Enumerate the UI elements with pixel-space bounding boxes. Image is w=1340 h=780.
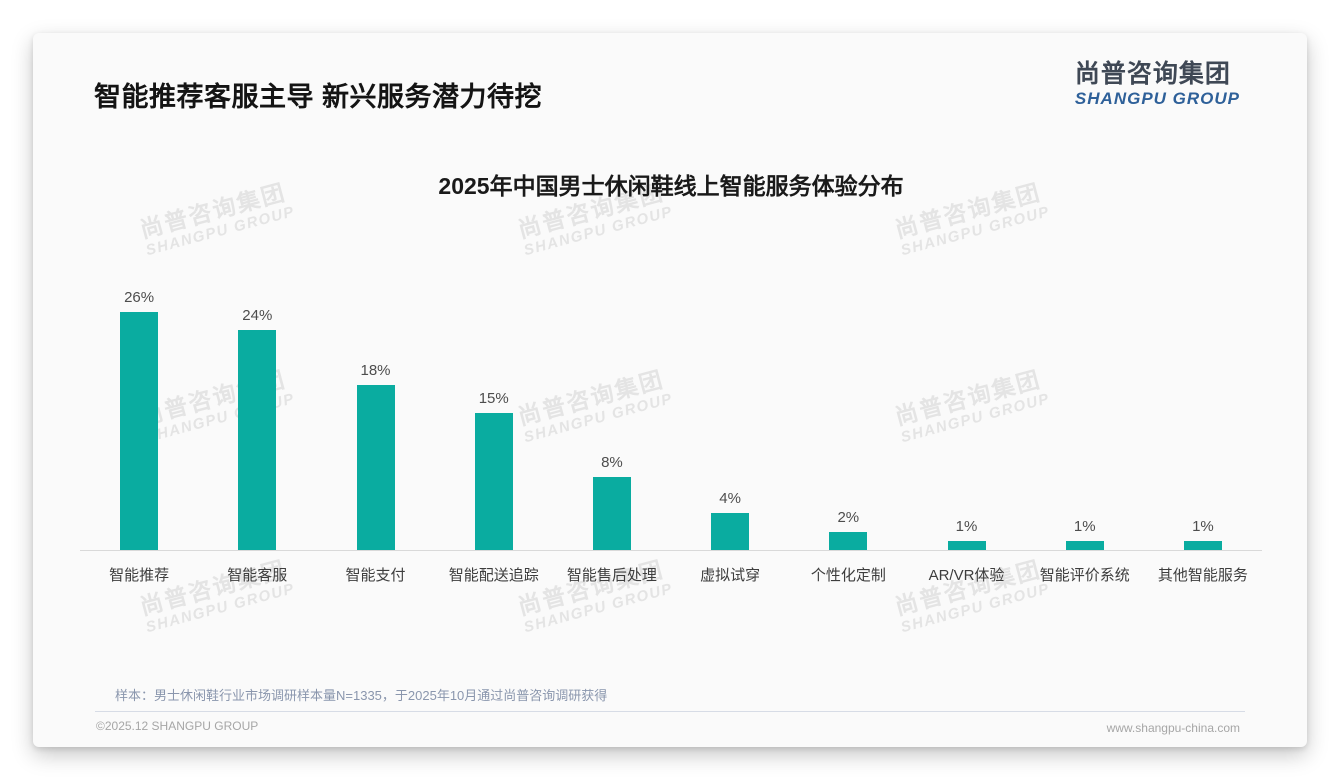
bar (1065, 541, 1104, 550)
bar-column: 8% (553, 454, 671, 550)
bar-value-label: 8% (601, 454, 623, 471)
bar-column: 26% (80, 289, 198, 550)
labels-row: 智能推荐 智能客服 智能支付 智能配送追踪 智能售后处理 虚拟试穿 个性化定制 AR/VR体验… (80, 551, 1262, 585)
watermark-en-text: SHANGPU GROUP (899, 580, 1052, 637)
bar (238, 330, 277, 550)
logo-cn-text: 尚普咨询集团 (1074, 60, 1231, 88)
bar-value-label: 24% (242, 307, 273, 324)
bar (947, 541, 986, 550)
watermark-en-text: SHANGPU GROUP (144, 580, 297, 637)
bar-value-label: 1% (1192, 518, 1214, 535)
bars-row: 26% 24% 18% 15% 8% 4% 2% 1% 1% 1% (80, 215, 1262, 551)
bar (829, 532, 868, 550)
category-label: 个性化定制 (810, 567, 886, 584)
bar-column: 1% (1026, 518, 1144, 550)
bar-column: 1% (1144, 518, 1262, 550)
chart-title: 2025年中国男士休闲鞋线上智能服务体验分布 (438, 173, 904, 199)
bar (474, 413, 513, 550)
bar-value-label: 2% (837, 509, 860, 526)
category-label: 智能配送追踪 (448, 567, 539, 584)
category-label: 虚拟试穿 (700, 567, 761, 584)
bar (592, 477, 631, 550)
bar-column: 2% (789, 509, 907, 550)
bar-value-label: 1% (1073, 518, 1096, 535)
bar-value-label: 18% (360, 362, 391, 379)
category-label: 智能支付 (345, 567, 406, 584)
bar-column: 18% (316, 362, 434, 550)
category-label: AR/VR体验 (928, 567, 1005, 584)
category-label: 智能推荐 (109, 567, 170, 584)
category-label: 智能售后处理 (566, 567, 657, 584)
bar-value-label: 1% (955, 518, 978, 535)
bar-value-label: 4% (719, 490, 741, 507)
category-label: 智能评价系统 (1039, 567, 1130, 584)
company-logo: 尚普咨询集团 SHANGPU GROUP (1074, 60, 1240, 109)
footer-divider (95, 711, 1245, 712)
bar (711, 513, 750, 550)
bar (120, 312, 159, 550)
slide-card: 尚普咨询集团 SHANGPU GROUP 尚普咨询集团 SHANGPU GROU… (33, 33, 1307, 747)
watermark-en-text: SHANGPU GROUP (522, 580, 675, 637)
sample-note: 样本：男士休闲鞋行业市场调研样本量N=1335，于2025年10月通过尚普咨询调… (115, 688, 608, 703)
slide-title: 智能推荐客服主导 新兴服务潜力待挖 (94, 82, 543, 112)
bar-column: 15% (435, 390, 553, 550)
bar-chart: 2025年中国男士休闲鞋线上智能服务体验分布 26% 24% 18% 15% 8% 4% 2… (80, 169, 1262, 585)
category-label: 其他智能服务 (1157, 567, 1248, 584)
bar-value-label: 26% (124, 289, 155, 306)
bar-column: 1% (907, 518, 1025, 550)
bar-column: 4% (671, 490, 789, 550)
bar (356, 385, 395, 550)
logo-en-text: SHANGPU GROUP (1074, 88, 1240, 108)
website-text: www.shangpu-china.com (1106, 721, 1240, 735)
category-label: 智能客服 (227, 567, 288, 584)
bar-value-label: 15% (478, 390, 509, 407)
copyright-text: ©2025.12 SHANGPU GROUP (96, 719, 259, 733)
bar (1183, 541, 1222, 550)
bar-column: 24% (198, 307, 316, 550)
